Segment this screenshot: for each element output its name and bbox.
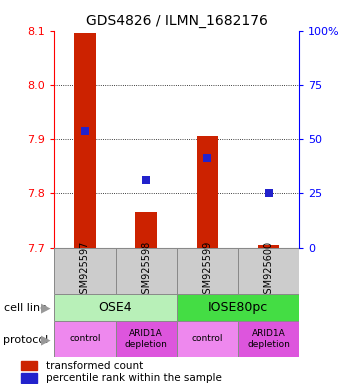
Bar <box>197 136 218 248</box>
Text: cell line: cell line <box>4 303 47 313</box>
Text: GSM925600: GSM925600 <box>264 241 274 300</box>
Text: control: control <box>69 334 101 343</box>
Bar <box>21 373 37 383</box>
Title: GDS4826 / ILMN_1682176: GDS4826 / ILMN_1682176 <box>86 14 268 28</box>
Text: percentile rank within the sample: percentile rank within the sample <box>47 373 222 383</box>
Bar <box>21 361 37 370</box>
Bar <box>177 294 299 321</box>
Bar <box>54 321 116 357</box>
Point <box>266 190 272 197</box>
Bar <box>177 321 238 357</box>
Bar <box>258 245 279 248</box>
Text: GSM925599: GSM925599 <box>202 241 212 300</box>
Text: control: control <box>192 334 223 343</box>
Text: ▶: ▶ <box>41 333 51 346</box>
Point <box>204 155 210 161</box>
Bar <box>238 321 299 357</box>
Text: OSE4: OSE4 <box>99 301 132 314</box>
Bar <box>74 33 96 248</box>
Bar <box>135 212 157 248</box>
Bar <box>177 248 238 294</box>
Point <box>144 177 149 183</box>
Bar <box>116 321 177 357</box>
Bar <box>116 248 177 294</box>
Text: ▶: ▶ <box>41 301 51 314</box>
Text: IOSE80pc: IOSE80pc <box>208 301 268 314</box>
Text: ARID1A
depletion: ARID1A depletion <box>247 329 290 349</box>
Text: ARID1A
depletion: ARID1A depletion <box>125 329 168 349</box>
Text: GSM925598: GSM925598 <box>141 241 151 300</box>
Text: transformed count: transformed count <box>47 361 144 371</box>
Text: GSM925597: GSM925597 <box>80 241 90 300</box>
Text: protocol: protocol <box>4 335 49 345</box>
Bar <box>238 248 299 294</box>
Bar <box>54 294 177 321</box>
Bar <box>54 248 116 294</box>
Point <box>82 128 88 134</box>
